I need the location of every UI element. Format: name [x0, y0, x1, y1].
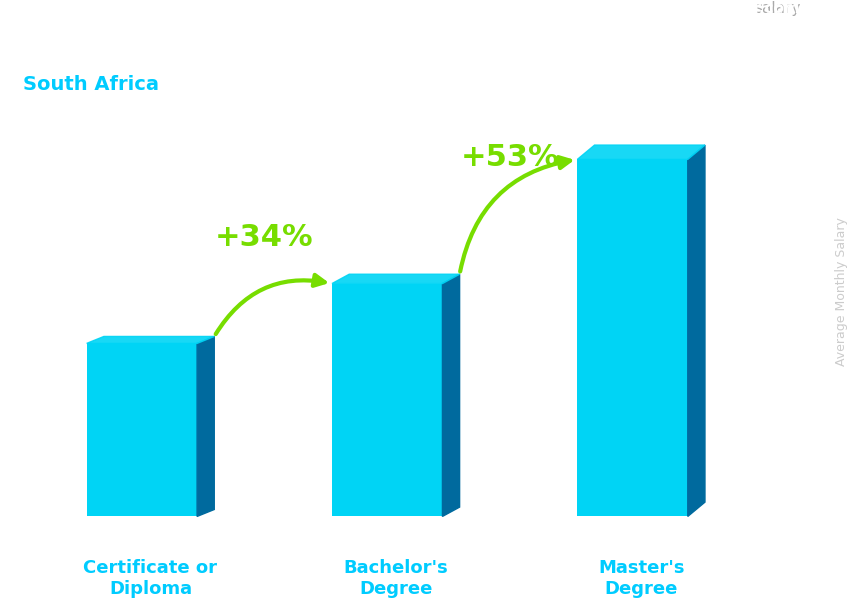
- Text: explorer.com: explorer.com: [689, 1, 801, 16]
- Polygon shape: [197, 336, 214, 516]
- Polygon shape: [87, 336, 214, 344]
- Polygon shape: [577, 145, 705, 159]
- Text: 34,700 ZAR: 34,700 ZAR: [79, 308, 185, 326]
- Text: +34%: +34%: [215, 222, 314, 251]
- FancyArrowPatch shape: [216, 275, 325, 334]
- Text: South Africa: South Africa: [23, 75, 159, 95]
- Text: Financial Systems Manager: Financial Systems Manager: [23, 39, 346, 59]
- Text: Certificate or
Diploma: Certificate or Diploma: [83, 559, 218, 598]
- Polygon shape: [688, 145, 705, 516]
- Text: +53%: +53%: [461, 143, 559, 172]
- Text: 46,700 ZAR: 46,700 ZAR: [325, 248, 430, 266]
- Text: Average Monthly Salary: Average Monthly Salary: [835, 218, 847, 367]
- Polygon shape: [332, 275, 460, 284]
- Bar: [87, 344, 197, 516]
- Text: Master's
Degree: Master's Degree: [598, 559, 684, 598]
- Polygon shape: [443, 275, 460, 516]
- FancyArrowPatch shape: [460, 157, 570, 271]
- Bar: [577, 159, 688, 516]
- Text: 71,600 ZAR: 71,600 ZAR: [570, 124, 676, 142]
- Text: Salary Comparison By Education: Salary Comparison By Education: [23, 1, 581, 30]
- Bar: [332, 284, 443, 516]
- Text: salary: salary: [754, 1, 801, 16]
- Text: Bachelor's
Degree: Bachelor's Degree: [343, 559, 448, 598]
